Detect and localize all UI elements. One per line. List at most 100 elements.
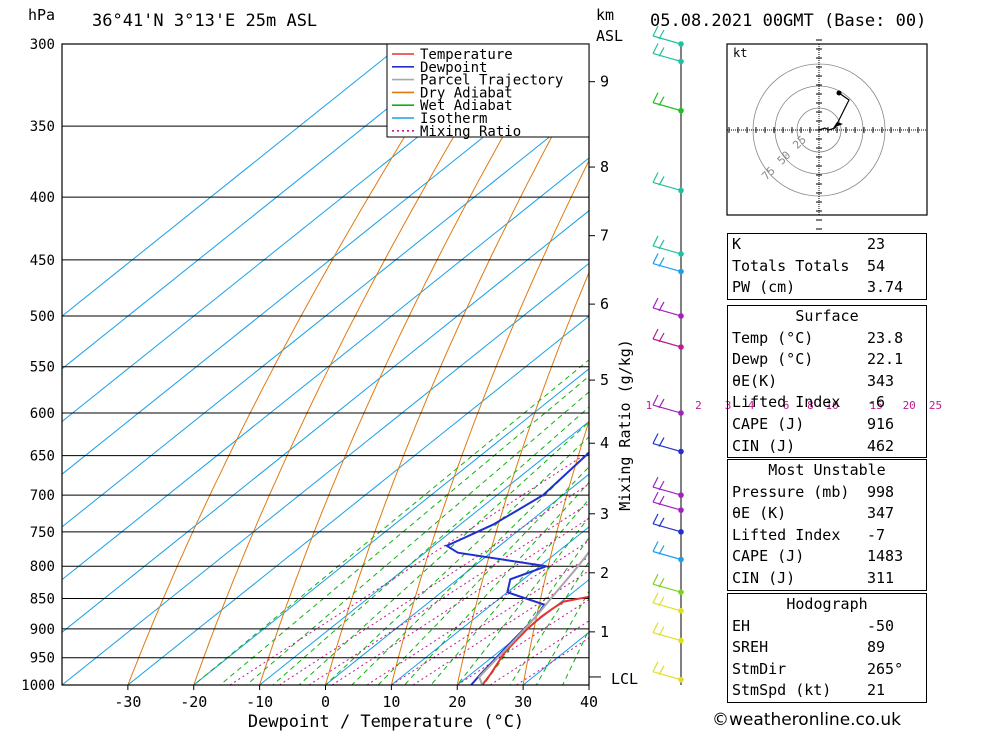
index-label: K <box>732 235 742 253</box>
isobars <box>62 43 589 686</box>
index-value: 23 <box>867 235 886 253</box>
index-value: 311 <box>867 568 895 587</box>
wind-barb <box>652 43 684 65</box>
index-value: 22.1 <box>867 350 904 369</box>
temp-tick-label: -10 <box>246 693 273 711</box>
index-value: 21 <box>867 681 886 700</box>
pressure-tick-label: 450 <box>30 253 55 269</box>
wind-barb <box>652 92 684 114</box>
pressure-tick-label: 750 <box>30 525 55 541</box>
temp-tick-label: 0 <box>321 693 330 711</box>
temp-tick-label: 20 <box>448 693 466 711</box>
pressure-tick-label: 550 <box>30 360 55 376</box>
wind-barb <box>652 394 684 416</box>
index-label: Lifted Index <box>732 393 841 412</box>
index-label: θE(K) <box>732 371 778 390</box>
wind-barb <box>652 235 684 257</box>
km-tick-label: 1 <box>600 623 609 641</box>
pressure-tick-label: 350 <box>30 119 55 135</box>
legend-label: Parcel Trajectory <box>420 73 563 89</box>
temp-tick-label: 40 <box>580 693 598 711</box>
isotherm-line <box>325 473 589 685</box>
wet-adiabat-line <box>509 560 589 685</box>
sounding-series <box>444 451 589 685</box>
asl-label: ASL <box>596 27 623 45</box>
legend-label: Mixing Ratio <box>420 124 521 140</box>
run-title: 05.08.2021 00GMT (Base: 00) <box>650 11 926 31</box>
index-value: 23.8 <box>867 328 904 347</box>
wet-adiabat-line <box>298 421 589 685</box>
legend-box <box>386 43 590 138</box>
wet-adiabat-line <box>219 375 589 685</box>
index-value: 1483 <box>867 547 904 566</box>
index-value: 998 <box>867 482 895 501</box>
temp-tick-label: -30 <box>114 693 141 711</box>
index-label: Lifted Index <box>732 525 841 544</box>
hodograph-title: Hodograph <box>786 595 868 613</box>
index-label: Temp (°C) <box>732 328 814 347</box>
mixing-ratio-axis-title: Mixing Ratio (g/kg) <box>616 339 634 511</box>
mixing-ratio-label: 3 <box>725 399 732 412</box>
temperature-line <box>481 595 589 685</box>
index-row: Totals Totals 54 <box>728 256 926 278</box>
pressure-tick-label: 700 <box>30 488 55 504</box>
mixing-ratio-label: 15 <box>870 399 883 412</box>
isotherm-line <box>62 44 535 423</box>
index-row: CIN (J) 462 <box>728 436 926 458</box>
mixing-ratio-label: 2 <box>695 399 702 412</box>
isotherm-line <box>62 44 469 370</box>
index-row: Lifted Index -7 <box>728 525 926 547</box>
index-value: -7 <box>867 525 886 544</box>
index-row: PW (cm) 3.74 <box>728 277 926 299</box>
index-value: 3.74 <box>867 278 904 297</box>
index-label: SREH <box>732 638 769 657</box>
wind-barb <box>652 476 684 498</box>
hodograph-unit: kt <box>733 46 747 60</box>
km-tick-label: 5 <box>600 371 609 389</box>
index-value: 54 <box>867 256 886 275</box>
index-label: CAPE (J) <box>732 547 805 566</box>
wind-barb <box>652 622 684 644</box>
pressure-tick-label: 1000 <box>21 678 55 694</box>
index-row: Temp (°C) 23.8 <box>728 328 926 350</box>
pressure-tick-label: 400 <box>30 190 55 206</box>
index-label: Dewp (°C) <box>732 350 814 369</box>
index-table-most-unstable: Most Unstable Pressure (mb) 998 θE (K) 347 L… <box>727 459 927 591</box>
dry-adiabat-line <box>324 67 589 685</box>
index-row: K 23 <box>728 234 926 256</box>
wind-barb <box>652 541 684 563</box>
hodograph-trace <box>818 92 850 131</box>
axes: 1 2 3 4 6 8 10 15 20 2530035040045050055060065070… <box>21 37 942 711</box>
mixing-ratio-label: 8 <box>807 399 814 412</box>
km-tick-label: 9 <box>600 73 609 91</box>
index-label: EH <box>732 616 751 635</box>
pressure-tick-label: 650 <box>30 449 55 465</box>
mixing-ratio-label: 25 <box>929 399 942 412</box>
temp-tick-label: 30 <box>514 693 532 711</box>
wet-adiabat-line <box>403 481 589 685</box>
pressure-tick-label: 850 <box>30 591 55 607</box>
index-row: StmSpd (kt) 21 <box>728 680 926 702</box>
hpa-label: hPa <box>28 6 55 24</box>
index-value: -6 <box>867 393 886 412</box>
wind-barb <box>652 592 684 614</box>
index-table-hodograph: Hodograph EH -50 SREH 89 StmDir 265° StmSpd (k… <box>727 593 927 703</box>
index-value: -50 <box>867 616 895 635</box>
mixing-ratio-label: 20 <box>903 399 916 412</box>
mixing-ratio-line <box>331 517 589 685</box>
index-row: Pressure (mb) 998 <box>728 482 926 504</box>
pressure-tick-label: 950 <box>30 651 55 667</box>
index-label: PW (cm) <box>732 278 796 297</box>
index-table-top: K 23 Totals Totals 54 PW (cm) 3.74 <box>727 233 927 300</box>
isotherm-line <box>62 44 403 317</box>
wind-barb <box>652 661 684 683</box>
index-row: CAPE (J) 1483 <box>728 546 926 568</box>
index-row: SREH 89 <box>728 637 926 659</box>
dry-adiabat-line <box>390 159 589 685</box>
parcel-trajectory-line <box>478 550 589 685</box>
index-label: CIN (J) <box>732 436 796 455</box>
km-tick-label: 3 <box>600 505 609 523</box>
index-row: EH -50 <box>728 616 926 638</box>
